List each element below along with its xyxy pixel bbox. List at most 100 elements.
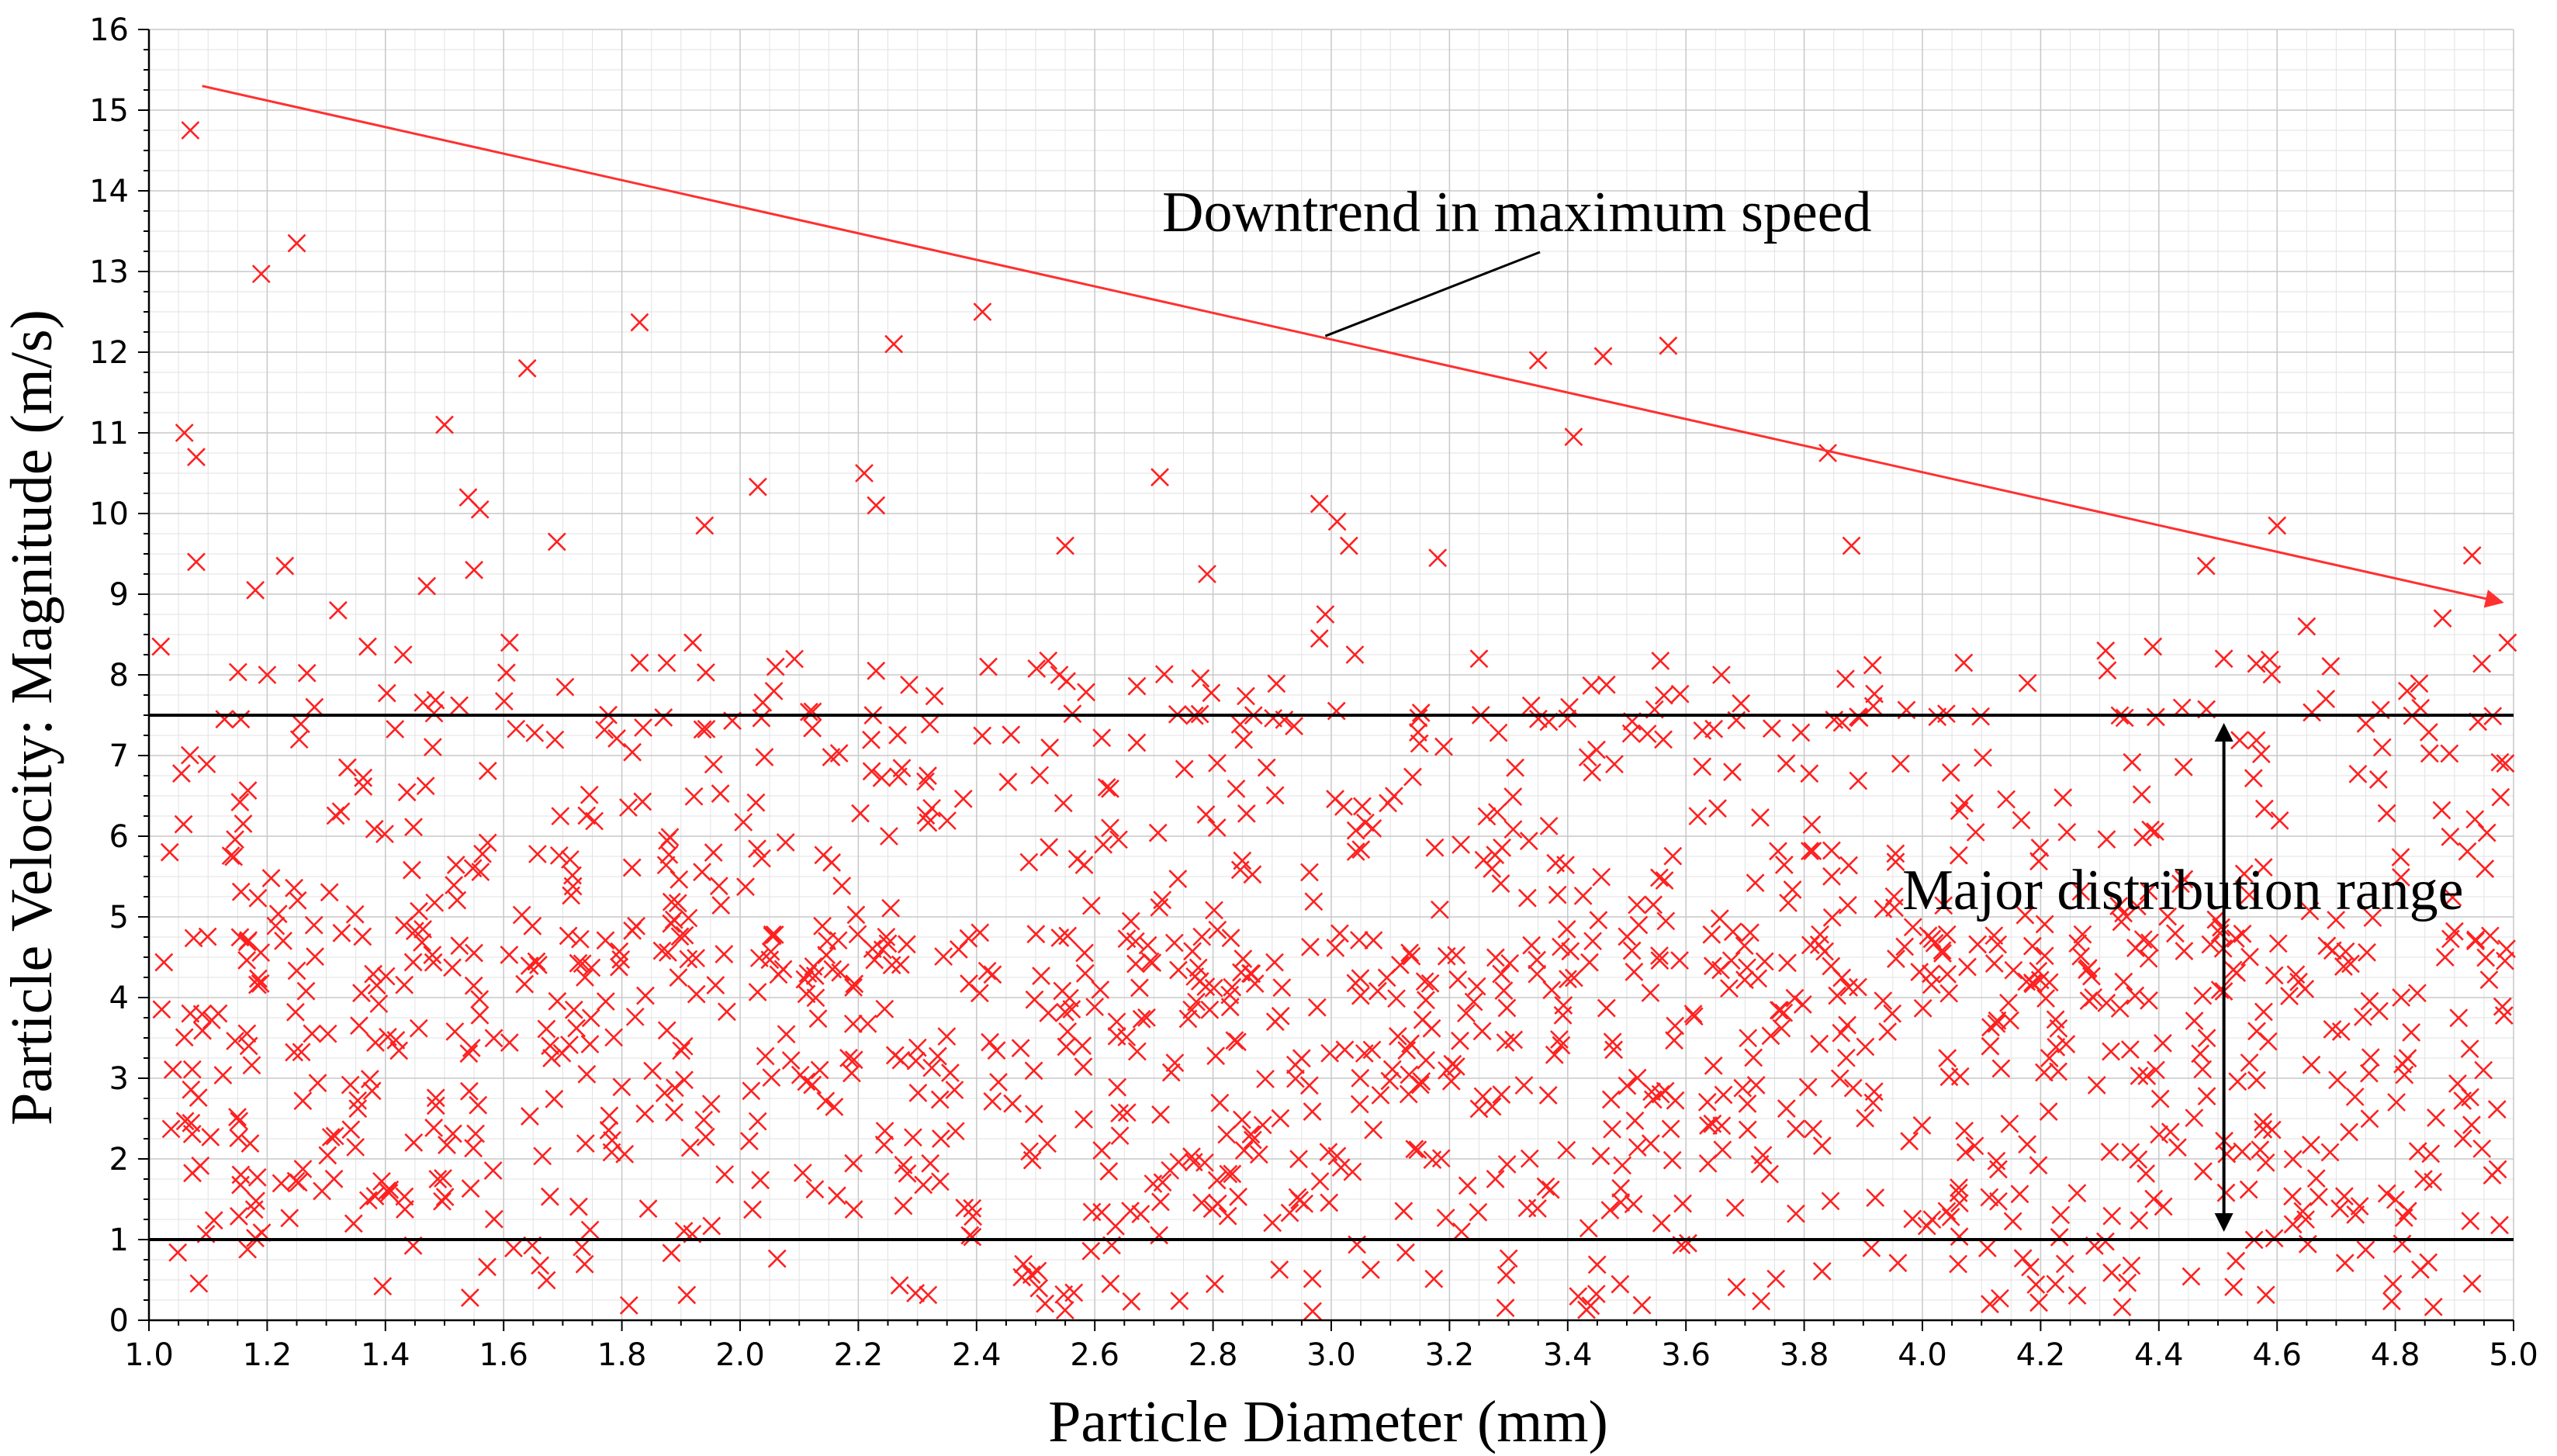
data-point (2476, 859, 2495, 879)
axes (138, 29, 2514, 1331)
data-point (494, 692, 514, 711)
data-point (341, 1075, 360, 1095)
data-point (2040, 973, 2059, 992)
data-point (1415, 972, 1434, 991)
data-point (2051, 1205, 2071, 1225)
data-point (1974, 748, 1992, 767)
data-point (435, 1188, 455, 1207)
data-point (1589, 911, 1608, 930)
data-point (1738, 1120, 1757, 1140)
data-point (2121, 1143, 2140, 1162)
data-point (1699, 1116, 1718, 1135)
data-point (1151, 1192, 1170, 1212)
data-point (1887, 949, 1905, 968)
data-point (2254, 858, 2273, 877)
data-point (1735, 936, 1754, 956)
data-point (1605, 755, 1624, 774)
data-point (1746, 1076, 1766, 1095)
data-point (1557, 920, 1576, 939)
data-point (1458, 1176, 1477, 1195)
data-point (633, 792, 652, 811)
data-point (736, 877, 755, 897)
data-point (1327, 1146, 1347, 1166)
data-point (2233, 1142, 2252, 1161)
data-point (1289, 1150, 1308, 1169)
data-point (328, 600, 348, 620)
data-point (875, 999, 894, 1019)
data-point (1492, 964, 1511, 984)
data-point (515, 974, 535, 994)
data-point (1628, 895, 1646, 915)
data-point (1769, 1001, 1788, 1020)
data-point (1528, 709, 1548, 728)
data-point (2356, 714, 2375, 733)
data-point (161, 1119, 181, 1139)
data-point (171, 764, 191, 783)
data-point (1565, 968, 1583, 987)
data-point (1368, 981, 1387, 1001)
data-point (537, 1271, 556, 1290)
data-point (1791, 723, 1811, 742)
data-point (1143, 953, 1162, 973)
data-point (345, 904, 365, 924)
data-point (851, 804, 870, 823)
data-point (2369, 1001, 2389, 1021)
data-point (884, 334, 904, 354)
data-point (2150, 1125, 2169, 1144)
data-point (1863, 1093, 1883, 1112)
data-point (2377, 1184, 2396, 1203)
data-point (762, 1068, 781, 1088)
data-point (1310, 1172, 1330, 1191)
data-point (1938, 964, 1957, 984)
data-point (1809, 935, 1829, 954)
data-point (867, 496, 886, 515)
data-point (1205, 901, 1223, 920)
data-point (525, 723, 545, 742)
data-point (2144, 637, 2163, 656)
data-point (1154, 665, 1174, 684)
data-point (1912, 1115, 1932, 1135)
data-point (151, 637, 171, 656)
data-point (1838, 1015, 1857, 1035)
data-point (1492, 1085, 1511, 1104)
data-point (2018, 1135, 2036, 1154)
data-point (1536, 1177, 1555, 1196)
data-point (1702, 925, 1721, 944)
data-point (1101, 779, 1119, 798)
data-point (358, 637, 377, 656)
data-point (1270, 1260, 1289, 1279)
data-point (1339, 536, 1358, 555)
data-point (193, 1021, 212, 1040)
data-point (1243, 865, 1262, 884)
data-point (2297, 617, 2317, 636)
data-point (2010, 1185, 2029, 1204)
data-point (1430, 900, 1449, 919)
data-point (1661, 1119, 1680, 1139)
data-point (2130, 1211, 2149, 1230)
data-point (1153, 891, 1172, 910)
data-point (1987, 1014, 2006, 1033)
data-point (560, 850, 580, 869)
data-point (1984, 954, 2004, 973)
data-point (2234, 864, 2254, 884)
data-point (320, 883, 339, 902)
data-point (1230, 860, 1250, 880)
data-point (1542, 980, 1562, 1000)
data-point (662, 1243, 681, 1263)
data-point (1744, 1048, 1763, 1067)
data-point (777, 1025, 796, 1044)
data-point (773, 960, 793, 979)
data-point (2112, 912, 2131, 932)
data-point (204, 1211, 223, 1230)
data-point (2247, 731, 2266, 750)
data-point (2012, 811, 2031, 830)
data-point (464, 976, 483, 995)
data-point (293, 1160, 313, 1178)
data-point (1774, 1003, 1794, 1022)
data-point (1169, 960, 1188, 980)
data-point (404, 1133, 424, 1152)
x-tick-label: 3.2 (1425, 1337, 1475, 1373)
data-point (2443, 887, 2462, 907)
data-point (607, 728, 626, 748)
data-point (2497, 939, 2516, 959)
